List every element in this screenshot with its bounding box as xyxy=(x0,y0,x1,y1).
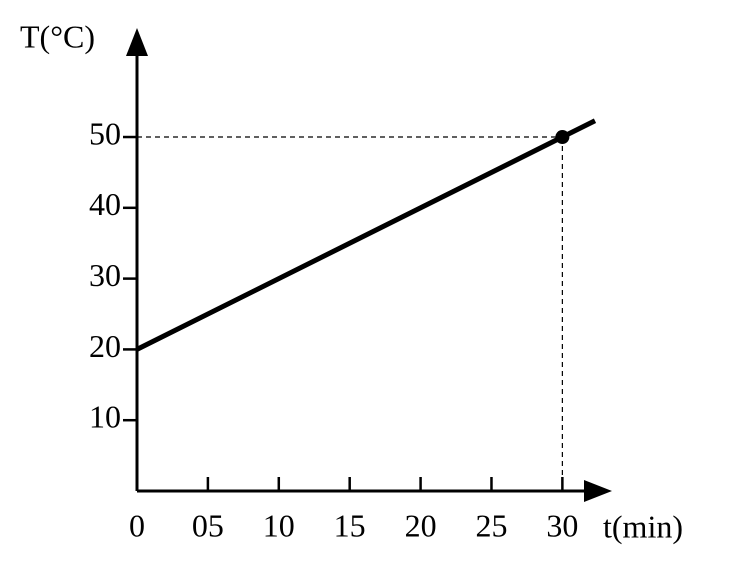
x-tick-label: 30 xyxy=(546,507,578,543)
x-tick-label: 25 xyxy=(475,507,507,543)
x-tick-label: 10 xyxy=(263,507,295,543)
x-tick-label: 05 xyxy=(192,507,224,543)
x-tick-label: 0 xyxy=(129,507,145,543)
y-axis-label: T(°C) xyxy=(20,18,95,54)
x-axis-arrow xyxy=(584,480,612,502)
y-tick-label: 40 xyxy=(89,186,121,222)
x-tick-label: 15 xyxy=(334,507,366,543)
y-tick-label: 10 xyxy=(89,399,121,435)
y-axis-arrow xyxy=(126,28,148,56)
y-tick-label: 50 xyxy=(89,115,121,151)
data-line xyxy=(135,118,597,352)
y-tick-label: 30 xyxy=(89,257,121,293)
y-tick-label: 20 xyxy=(89,328,121,364)
data-point xyxy=(555,130,570,145)
x-tick-label: 20 xyxy=(405,507,437,543)
x-axis-label: t(min) xyxy=(603,508,683,544)
